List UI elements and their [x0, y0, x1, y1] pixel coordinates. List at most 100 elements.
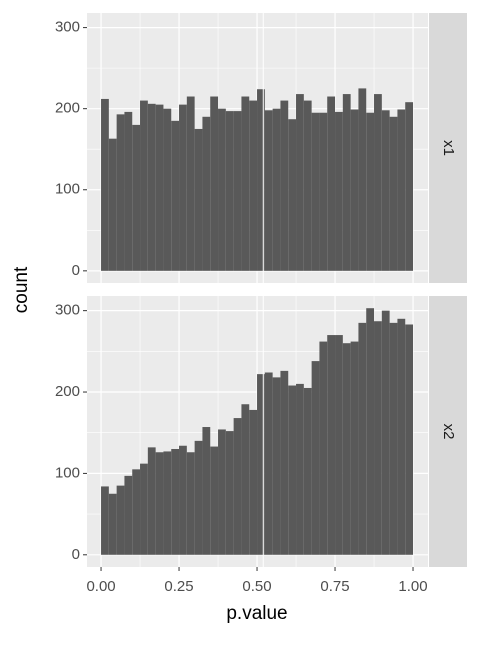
- y-tick-label: 100: [55, 464, 80, 481]
- bar: [374, 94, 382, 271]
- strip-label: x1: [440, 140, 457, 156]
- bar: [124, 111, 133, 271]
- bar: [272, 108, 281, 271]
- bar: [381, 110, 390, 271]
- y-tick-label: 0: [72, 262, 80, 279]
- bar: [163, 108, 172, 271]
- bar: [210, 96, 219, 271]
- bar: [225, 111, 234, 271]
- bar: [202, 427, 211, 555]
- strip: [429, 296, 467, 567]
- bar: [280, 370, 289, 555]
- bar: [225, 431, 234, 555]
- bar: [132, 469, 141, 555]
- bar: [155, 452, 164, 555]
- bar: [179, 104, 187, 271]
- bar: [327, 335, 336, 555]
- x-tick-label: 0.50: [242, 578, 271, 595]
- bar: [257, 374, 265, 555]
- bar: [358, 88, 367, 271]
- bar: [186, 96, 195, 271]
- bar: [358, 322, 367, 555]
- bar: [132, 124, 141, 271]
- bar: [381, 310, 390, 555]
- bar: [366, 308, 375, 555]
- bar: [233, 111, 242, 271]
- x-tick-label: 1.00: [398, 578, 427, 595]
- bar: [202, 116, 211, 271]
- bar: [350, 109, 359, 271]
- bar: [296, 383, 304, 555]
- bar: [280, 100, 289, 271]
- bar: [374, 321, 382, 555]
- bar: [397, 318, 406, 555]
- bar: [311, 361, 320, 555]
- bar: [218, 429, 226, 555]
- bar: [241, 404, 250, 555]
- bar: [335, 335, 343, 555]
- x-axis-label: p.value: [226, 603, 287, 624]
- bar: [311, 112, 320, 271]
- bar: [319, 112, 328, 271]
- strip: [429, 13, 467, 283]
- y-axis-label: count: [11, 266, 32, 313]
- bar: [147, 103, 156, 271]
- bar: [140, 100, 148, 271]
- bar: [218, 108, 226, 271]
- bar: [241, 96, 250, 271]
- bar: [116, 485, 125, 555]
- y-tick-label: 300: [55, 302, 80, 319]
- bar: [101, 98, 109, 271]
- x-tick-label: 0.00: [86, 578, 115, 595]
- bar: [272, 377, 281, 555]
- bar: [140, 463, 148, 555]
- bar: [233, 418, 242, 555]
- bar: [101, 486, 109, 555]
- bar: [350, 341, 359, 555]
- bar: [249, 409, 258, 555]
- bar: [319, 341, 328, 555]
- bar: [257, 89, 265, 271]
- bar: [108, 138, 117, 271]
- bar: [194, 440, 203, 555]
- x-tick-label: 0.75: [320, 578, 349, 595]
- y-tick-label: 300: [55, 19, 80, 36]
- bar: [288, 119, 297, 271]
- bar: [405, 102, 414, 271]
- bar: [124, 475, 133, 555]
- bar: [397, 109, 406, 271]
- bar: [210, 446, 219, 555]
- y-tick-label: 0: [72, 546, 80, 563]
- bar: [108, 493, 117, 555]
- x-tick-label: 0.25: [164, 578, 193, 595]
- bar: [116, 114, 125, 271]
- bar: [171, 448, 180, 555]
- y-tick-label: 100: [55, 181, 80, 198]
- bar: [179, 445, 187, 555]
- bar: [186, 452, 195, 555]
- bar: [296, 94, 304, 271]
- bar: [342, 94, 351, 271]
- bar: [264, 372, 273, 555]
- bar: [194, 128, 203, 271]
- bar: [335, 111, 343, 271]
- bar: [155, 104, 164, 271]
- bar: [389, 116, 398, 271]
- bar: [327, 96, 336, 271]
- bar: [303, 100, 312, 271]
- y-tick-label: 200: [55, 383, 80, 400]
- bar: [249, 100, 258, 271]
- bar: [171, 120, 180, 271]
- y-tick-label: 200: [55, 100, 80, 117]
- strip-label: x2: [440, 424, 457, 440]
- bar: [366, 112, 375, 271]
- bar: [147, 447, 156, 555]
- bar: [163, 451, 172, 555]
- bar: [264, 110, 273, 271]
- bar: [288, 385, 297, 555]
- bar: [303, 387, 312, 555]
- bar: [389, 322, 398, 555]
- bar: [405, 324, 414, 555]
- bar: [342, 343, 351, 555]
